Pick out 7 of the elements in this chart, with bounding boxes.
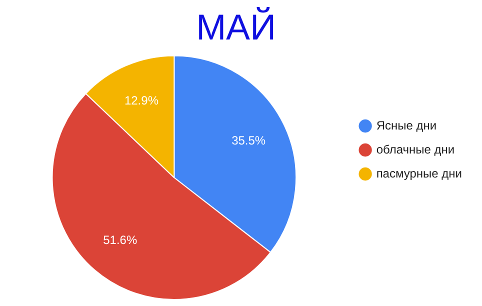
data-label: 35.5%: [232, 133, 266, 148]
chart-title: МАЙ: [196, 6, 276, 48]
data-label: 51.6%: [103, 232, 138, 247]
data-label: 12.9%: [124, 94, 159, 108]
legend-label: пасмурные дни: [376, 166, 462, 180]
legend-label: облачные дни: [376, 142, 455, 156]
legend-label: Ясные дни: [376, 118, 437, 132]
